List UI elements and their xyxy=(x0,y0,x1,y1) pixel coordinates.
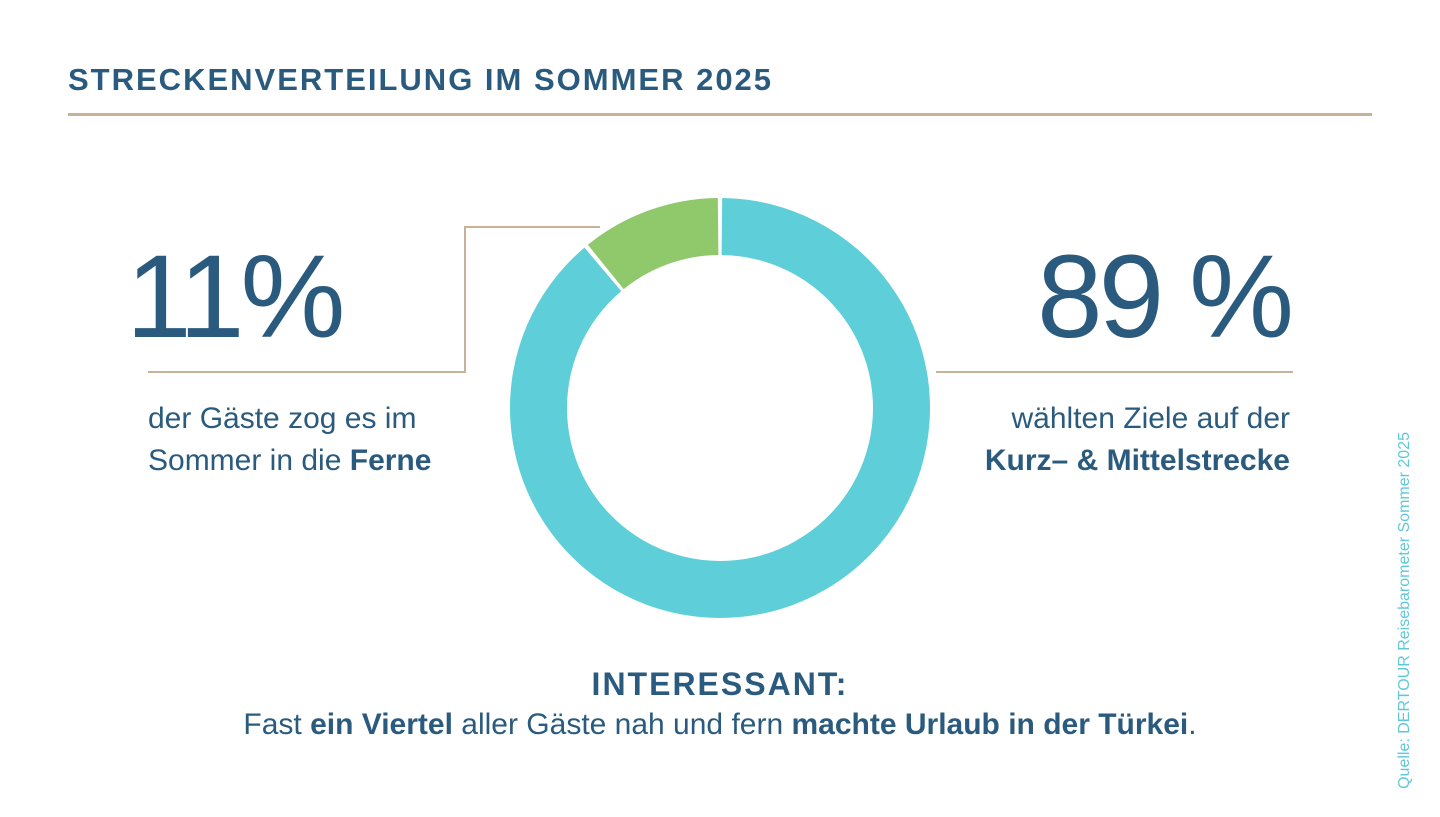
interessant-heading: INTERESSANT: xyxy=(591,666,849,702)
short-medium-haul-description: wählten Ziele auf der Kurz– & Mittelstre… xyxy=(985,398,1290,482)
fact-text-1: Fast xyxy=(243,708,311,741)
fact-bold-1: ein Viertel xyxy=(310,708,453,741)
long-haul-percentage: 11% xyxy=(126,231,345,363)
fact-text-2: aller Gäste nah und fern xyxy=(452,708,792,741)
long-haul-desc-line1: der Gäste zog es im xyxy=(148,402,417,435)
fact-text-3: . xyxy=(1188,708,1197,741)
short-medium-haul-percentage: 89 % xyxy=(1037,231,1294,363)
source-note: Quelle: DERTOUR Reisebarometer Sommer 20… xyxy=(1396,432,1413,789)
left-connector-top xyxy=(464,226,600,228)
long-haul-desc-line2: Sommer in die xyxy=(148,444,350,477)
short-medium-desc-line1: wählten Ziele auf der xyxy=(1011,402,1291,435)
interessant-fact: Fast ein Viertel aller Gäste nah und fer… xyxy=(0,708,1440,742)
right-connector-horizontal xyxy=(936,371,1293,373)
donut-slice-long-haul xyxy=(587,198,719,290)
left-connector-horizontal xyxy=(148,371,466,373)
fact-bold-2: machte Urlaub in der Türkei xyxy=(791,708,1189,741)
long-haul-desc-bold: Ferne xyxy=(349,444,432,477)
short-medium-desc-bold: Kurz– & Mittelstrecke xyxy=(984,444,1290,477)
left-connector-vertical xyxy=(464,226,466,373)
page-title: STRECKENVERTEILUNG IM SOMMER 2025 xyxy=(68,62,774,97)
long-haul-description: der Gäste zog es im Sommer in die Ferne xyxy=(148,398,431,482)
route-distribution-donut-chart xyxy=(510,198,930,618)
donut-slice-short-medium-haul xyxy=(510,198,930,618)
title-divider xyxy=(68,113,1372,116)
